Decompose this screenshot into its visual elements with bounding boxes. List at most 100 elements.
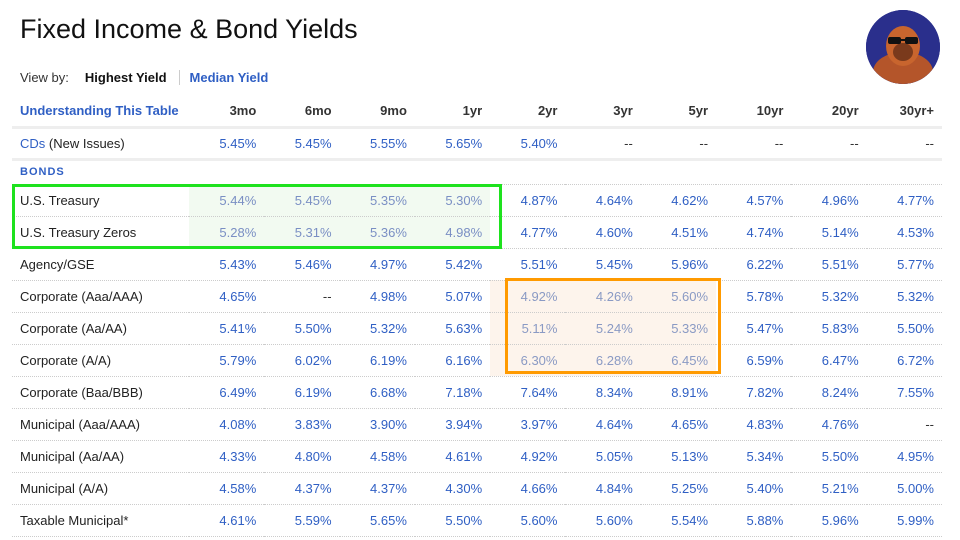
yield-cell[interactable]: 4.95%: [866, 440, 942, 473]
yield-cell[interactable]: 5.60%: [490, 504, 566, 537]
yield-cell[interactable]: 8.34%: [565, 376, 641, 409]
yield-cell[interactable]: 5.44%: [189, 184, 265, 217]
yield-cell[interactable]: 4.65%: [640, 408, 717, 441]
yield-cell[interactable]: 4.92%: [490, 440, 566, 473]
yield-cell[interactable]: 5.59%: [264, 504, 340, 537]
view-highest-yield[interactable]: Highest Yield: [85, 70, 180, 85]
yield-cell[interactable]: 6.19%: [339, 344, 415, 377]
yield-cell[interactable]: 5.21%: [791, 472, 867, 505]
yield-cell[interactable]: 5.88%: [716, 504, 792, 537]
view-median-yield[interactable]: Median Yield: [189, 70, 269, 85]
yield-cell[interactable]: 4.53%: [866, 216, 942, 249]
yield-cell[interactable]: 5.51%: [791, 248, 867, 281]
yield-cell[interactable]: 5.32%: [866, 280, 942, 313]
yield-cell[interactable]: 4.97%: [339, 248, 415, 281]
yield-cell[interactable]: 5.45%: [565, 248, 641, 281]
yield-cell[interactable]: 5.79%: [189, 344, 265, 377]
yield-cell[interactable]: 6.30%: [490, 344, 566, 377]
yield-cell[interactable]: 4.61%: [189, 504, 265, 537]
yield-cell[interactable]: 5.33%: [640, 312, 717, 345]
yield-cell[interactable]: 4.58%: [189, 472, 265, 505]
yield-cell[interactable]: 4.26%: [565, 280, 641, 313]
cds-link[interactable]: CDs: [20, 135, 46, 151]
yield-cell[interactable]: 7.82%: [716, 376, 792, 409]
yield-cell[interactable]: 8.24%: [791, 376, 867, 409]
yield-cell[interactable]: 5.28%: [189, 216, 265, 249]
yield-cell[interactable]: 5.25%: [640, 472, 717, 505]
yield-cell[interactable]: 6.22%: [716, 248, 792, 281]
yield-cell[interactable]: 5.32%: [339, 312, 415, 345]
yield-cell[interactable]: 5.40%: [716, 472, 792, 505]
yield-cell[interactable]: 5.46%: [264, 248, 340, 281]
yield-cell[interactable]: 6.49%: [189, 376, 265, 409]
yield-cell[interactable]: 4.08%: [189, 408, 265, 441]
yield-cell[interactable]: 4.96%: [791, 184, 867, 217]
yield-cell[interactable]: 4.77%: [866, 184, 942, 217]
yield-cell[interactable]: 6.72%: [866, 344, 942, 377]
yield-cell[interactable]: 5.42%: [414, 248, 491, 281]
yield-cell[interactable]: 4.37%: [339, 472, 415, 505]
yield-cell[interactable]: 5.40%: [490, 127, 566, 161]
yield-cell[interactable]: 5.05%: [565, 440, 641, 473]
yield-cell[interactable]: 7.55%: [866, 376, 942, 409]
yield-cell[interactable]: 5.31%: [264, 216, 340, 249]
yield-cell[interactable]: 4.92%: [490, 280, 566, 313]
yield-cell[interactable]: 4.57%: [716, 184, 792, 217]
yield-cell[interactable]: 5.45%: [189, 127, 265, 161]
user-avatar[interactable]: [866, 10, 940, 84]
yield-cell[interactable]: 5.50%: [866, 312, 942, 345]
yield-cell[interactable]: 5.45%: [264, 184, 340, 217]
yield-cell[interactable]: 5.83%: [791, 312, 867, 345]
yield-cell[interactable]: 5.32%: [791, 280, 867, 313]
yield-cell[interactable]: 5.54%: [640, 504, 717, 537]
yield-cell[interactable]: 6.19%: [264, 376, 340, 409]
yield-cell[interactable]: 4.51%: [640, 216, 717, 249]
yield-cell[interactable]: 4.98%: [414, 216, 491, 249]
understanding-link-text[interactable]: Understanding This Table: [20, 102, 179, 118]
yield-cell[interactable]: 5.41%: [189, 312, 265, 345]
yield-cell[interactable]: 5.11%: [490, 312, 566, 345]
yield-cell[interactable]: 6.16%: [414, 344, 491, 377]
yield-cell[interactable]: 6.59%: [716, 344, 792, 377]
yield-cell[interactable]: 4.61%: [414, 440, 491, 473]
yield-cell[interactable]: 5.30%: [414, 184, 491, 217]
yield-cell[interactable]: 6.02%: [264, 344, 340, 377]
yield-cell[interactable]: 5.65%: [339, 504, 415, 537]
yield-cell[interactable]: 7.18%: [414, 376, 491, 409]
yield-cell[interactable]: 5.34%: [716, 440, 792, 473]
yield-cell[interactable]: 4.83%: [716, 408, 792, 441]
yield-cell[interactable]: 5.63%: [414, 312, 491, 345]
yield-cell[interactable]: 4.80%: [264, 440, 340, 473]
yield-cell[interactable]: 5.24%: [565, 312, 641, 345]
yield-cell[interactable]: 4.64%: [565, 408, 641, 441]
yield-cell[interactable]: 4.64%: [565, 184, 641, 217]
yield-cell[interactable]: 4.76%: [791, 408, 867, 441]
yield-cell[interactable]: 5.45%: [264, 127, 340, 161]
yield-cell[interactable]: 5.60%: [640, 280, 717, 313]
yield-cell[interactable]: 4.74%: [716, 216, 792, 249]
yield-cell[interactable]: 5.55%: [339, 127, 415, 161]
yield-cell[interactable]: 5.13%: [640, 440, 717, 473]
yield-cell[interactable]: 3.90%: [339, 408, 415, 441]
yield-cell[interactable]: 5.60%: [565, 504, 641, 537]
yield-cell[interactable]: 5.65%: [414, 127, 491, 161]
understanding-table-link[interactable]: Understanding This Table: [12, 95, 189, 129]
yield-cell[interactable]: 6.45%: [640, 344, 717, 377]
yield-cell[interactable]: 5.50%: [264, 312, 340, 345]
yield-cell[interactable]: 3.97%: [490, 408, 566, 441]
yield-cell[interactable]: 4.33%: [189, 440, 265, 473]
yield-cell[interactable]: 5.43%: [189, 248, 265, 281]
yield-cell[interactable]: 5.14%: [791, 216, 867, 249]
yield-cell[interactable]: 5.07%: [414, 280, 491, 313]
yield-cell[interactable]: 4.66%: [490, 472, 566, 505]
yield-cell[interactable]: 5.96%: [791, 504, 867, 537]
yield-cell[interactable]: 5.50%: [414, 504, 491, 537]
yield-cell[interactable]: 5.78%: [716, 280, 792, 313]
yield-cell[interactable]: 6.68%: [339, 376, 415, 409]
yield-cell[interactable]: 5.47%: [716, 312, 792, 345]
yield-cell[interactable]: 5.35%: [339, 184, 415, 217]
yield-cell[interactable]: 3.83%: [264, 408, 340, 441]
yield-cell[interactable]: 6.28%: [565, 344, 641, 377]
yield-cell[interactable]: 4.87%: [490, 184, 566, 217]
yield-cell[interactable]: 5.36%: [339, 216, 415, 249]
